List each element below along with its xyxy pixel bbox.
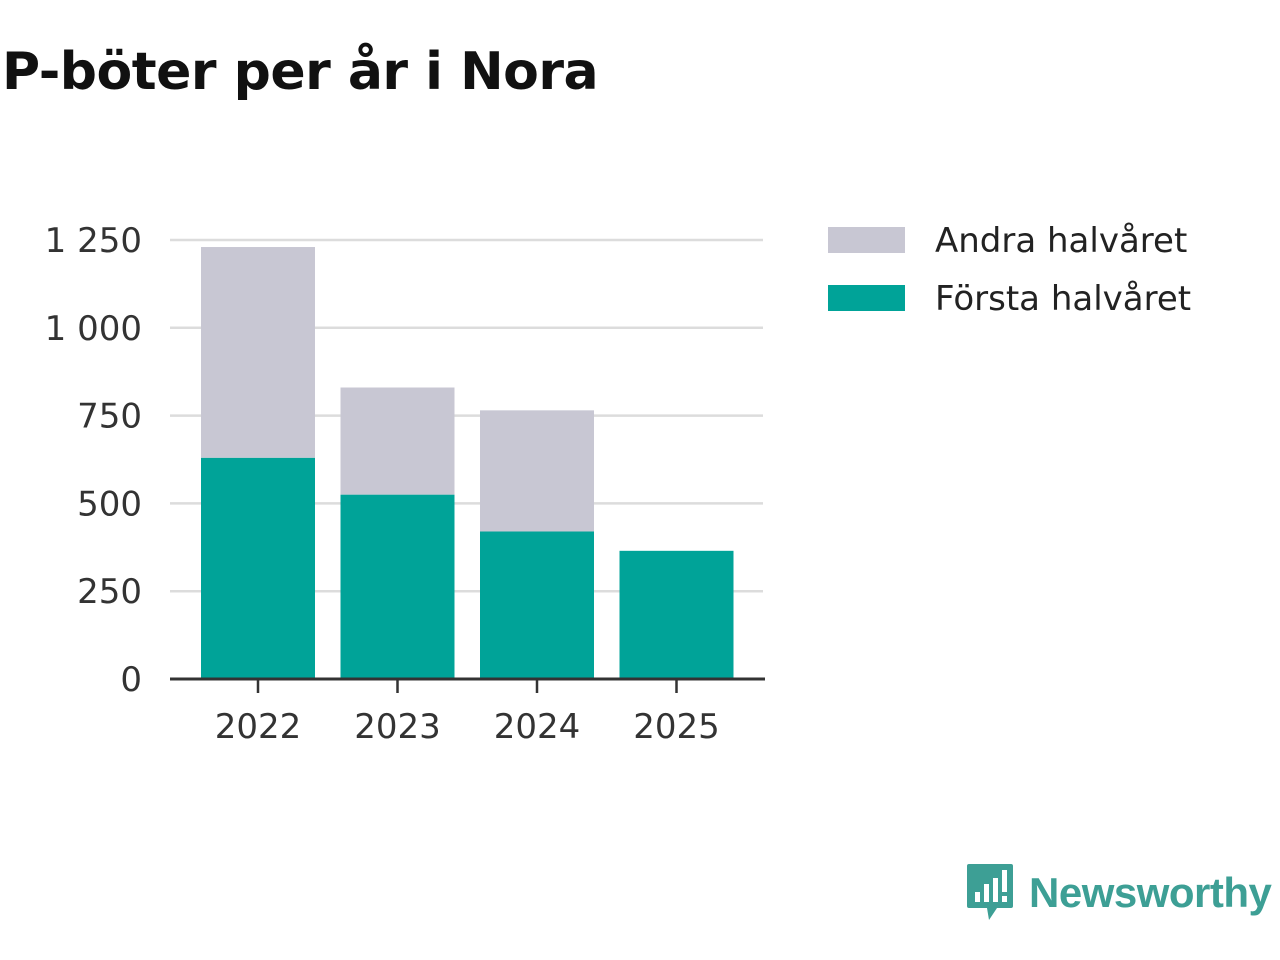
legend-label: Första halvåret bbox=[935, 279, 1191, 319]
y-tick-label: 1 000 bbox=[45, 309, 142, 349]
legend-swatch bbox=[828, 285, 905, 311]
bar-forsta-halvaret-2022 bbox=[201, 457, 315, 679]
x-axis-labels: 2022 2023 2024 2025 bbox=[215, 707, 720, 747]
chart-title: P-böter per år i Nora bbox=[2, 42, 599, 102]
bar-group bbox=[201, 247, 734, 679]
newsworthy-logo: Newsworthy bbox=[965, 862, 1272, 924]
legend-swatch bbox=[828, 227, 905, 253]
legend: Andra halvåret Första halvåret bbox=[828, 221, 1191, 319]
x-tick-label: 2022 bbox=[215, 707, 302, 747]
y-tick-label: 1 250 bbox=[45, 221, 142, 261]
newsworthy-logo-text: Newsworthy bbox=[1029, 869, 1272, 916]
bar-forsta-halvaret-2023 bbox=[340, 494, 455, 679]
legend-label: Andra halvåret bbox=[935, 221, 1187, 261]
bar-andra-halvaret-2024 bbox=[480, 410, 594, 532]
bar-andra-halvaret-2022 bbox=[201, 247, 315, 458]
y-tick-label: 250 bbox=[77, 572, 142, 612]
y-tick-label: 0 bbox=[120, 660, 142, 700]
x-tick-label: 2025 bbox=[633, 707, 720, 747]
bar-forsta-halvaret-2025 bbox=[619, 550, 734, 679]
y-tick-label: 750 bbox=[77, 397, 142, 437]
y-axis-labels: 0 250 500 750 1 000 1 250 bbox=[45, 221, 142, 700]
x-tick-label: 2024 bbox=[494, 707, 581, 747]
y-tick-label: 500 bbox=[77, 484, 142, 524]
newsworthy-logo-icon bbox=[967, 864, 1013, 920]
bar-forsta-halvaret-2024 bbox=[480, 531, 594, 679]
bar-andra-halvaret-2023 bbox=[340, 387, 455, 495]
x-tick-label: 2023 bbox=[354, 707, 441, 747]
x-axis bbox=[170, 677, 765, 693]
